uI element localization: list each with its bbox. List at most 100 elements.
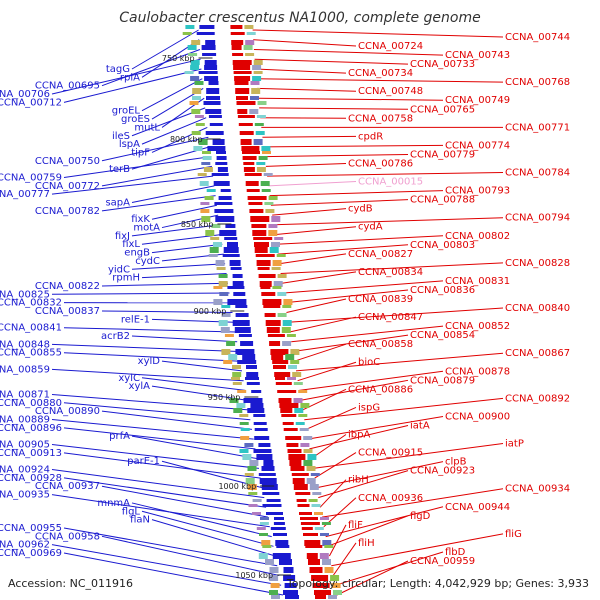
leader-line-right (265, 162, 347, 167)
feature-reverse-34 (223, 247, 239, 253)
feature-reverse-12 (203, 101, 221, 105)
leader-line-right (297, 361, 357, 382)
feature-annot-59 (233, 408, 243, 413)
feature-forward-42 (262, 299, 282, 305)
feature-annot-r-46 (281, 327, 291, 333)
leader-line-left (101, 310, 233, 313)
gene-label-left: CCNA_00905 (0, 440, 50, 451)
leader-line-right (327, 515, 409, 547)
gene-label-left: CCNA_00712 (0, 97, 62, 108)
gene-label-left: CCNA_00695 (35, 81, 100, 92)
gene-label-left: ileS (112, 131, 130, 142)
leader-line-right (316, 461, 444, 489)
leader-line-right (279, 253, 347, 265)
leader-line-right (274, 226, 357, 236)
gene-label-left: CCNA_00962 (0, 540, 50, 551)
gene-label-right: CCNA_00923 (410, 466, 475, 477)
gene-label-left: CCNA_00855 (0, 348, 62, 359)
feature-forward-9 (234, 81, 249, 85)
feature-reverse-13 (205, 109, 222, 114)
feature-annot-38 (218, 274, 228, 278)
feature-forward-24 (245, 181, 259, 186)
feature-forward-71 (293, 484, 308, 490)
feature-forward-88 (315, 595, 326, 599)
feature-annot-70 (245, 478, 255, 484)
leader-line-right (283, 280, 444, 294)
leader-line-right (312, 443, 504, 469)
feature-reverse-64 (258, 443, 271, 447)
feature-reverse-69 (258, 473, 276, 476)
feature-annot-36 (215, 260, 225, 266)
leader-line-left (151, 385, 247, 401)
gene-label-right: CCNA_00743 (445, 50, 510, 61)
leader-line-right (268, 181, 357, 187)
feature-reverse-41 (233, 292, 246, 296)
feature-annot-r-7 (253, 71, 263, 74)
feature-forward-10 (235, 88, 250, 94)
feature-forward-48 (269, 341, 281, 346)
feature-annot-r-67 (303, 460, 313, 466)
tick-label: 1050 kbp (235, 571, 273, 580)
feature-annot-47 (224, 334, 234, 337)
feature-forward-73 (296, 499, 307, 502)
feature-forward-18 (241, 146, 260, 151)
feature-forward-38 (258, 274, 276, 278)
feature-annot-2 (191, 40, 201, 45)
feature-reverse-39 (232, 281, 244, 287)
leader-line-right (257, 87, 357, 92)
feature-annot-15 (195, 123, 205, 126)
feature-annot-r-55 (293, 382, 303, 385)
feature-reverse-77 (273, 522, 285, 525)
feature-forward-25 (246, 189, 260, 192)
feature-annot-r-30 (268, 224, 278, 228)
feature-annot-85 (269, 575, 279, 581)
map-title: Caulobacter crescentus NA1000, complete … (119, 10, 480, 26)
gene-label-left: engB (124, 248, 150, 259)
feature-annot-r-16 (255, 131, 265, 135)
feature-annot-r-11 (250, 96, 259, 100)
gene-label-right: ribH (348, 475, 369, 486)
feature-annot-65 (239, 449, 249, 453)
feature-annot-41 (219, 292, 229, 296)
feature-annot-r-88 (328, 595, 337, 599)
feature-annot-r-69 (310, 473, 320, 476)
feature-annot-r-17 (253, 139, 263, 145)
feature-forward-7 (233, 71, 252, 74)
feature-forward-1 (230, 32, 245, 35)
feature-annot-r-75 (314, 512, 323, 515)
position-ticks: 750 kbp 800 kbp 850 kbp 900 kbp 950 kbp 1000 … (162, 54, 292, 580)
feature-forward-58 (279, 403, 299, 408)
leader-line-left (51, 444, 260, 469)
leader-line-left (131, 335, 238, 343)
feature-annot-r-50 (285, 354, 295, 360)
feature-annot-6 (190, 65, 200, 70)
gene-label-left: mutL (134, 122, 160, 133)
gene-label-left: CCNA_00777 (0, 189, 50, 200)
feature-annot-37 (216, 267, 226, 270)
leader-line-right (264, 153, 409, 158)
leader-line-left (101, 165, 212, 187)
feature-annot-87 (269, 590, 278, 595)
leader-line-left (51, 393, 249, 411)
feature-annot-r-56 (298, 390, 308, 393)
leader-line-right (256, 78, 504, 83)
gene-label-left: CCNA_00848 (0, 339, 50, 350)
leader-line-right (281, 271, 357, 284)
feature-forward-28 (249, 209, 264, 213)
feature-annot-r-29 (271, 216, 281, 222)
leader-line-right (286, 298, 347, 313)
gene-label-right: CCNA_00915 (358, 448, 423, 459)
tick-label: 950 kbp (208, 393, 241, 402)
feature-annot-26 (204, 196, 214, 200)
gene-label-right: CCNA_00793 (445, 186, 510, 197)
feature-forward-50 (271, 354, 284, 360)
feature-annot-r-70 (306, 478, 316, 484)
gene-label-right: CCNA_00934 (505, 484, 570, 495)
feature-forward-76 (300, 517, 318, 520)
feature-reverse-25 (220, 189, 231, 192)
feature-annot-r-5 (253, 60, 263, 65)
gene-label-right: CCNA_00828 (505, 258, 570, 269)
feature-annot-40 (213, 286, 223, 289)
feature-reverse-55 (246, 382, 260, 385)
feature-annot-72 (248, 492, 258, 495)
